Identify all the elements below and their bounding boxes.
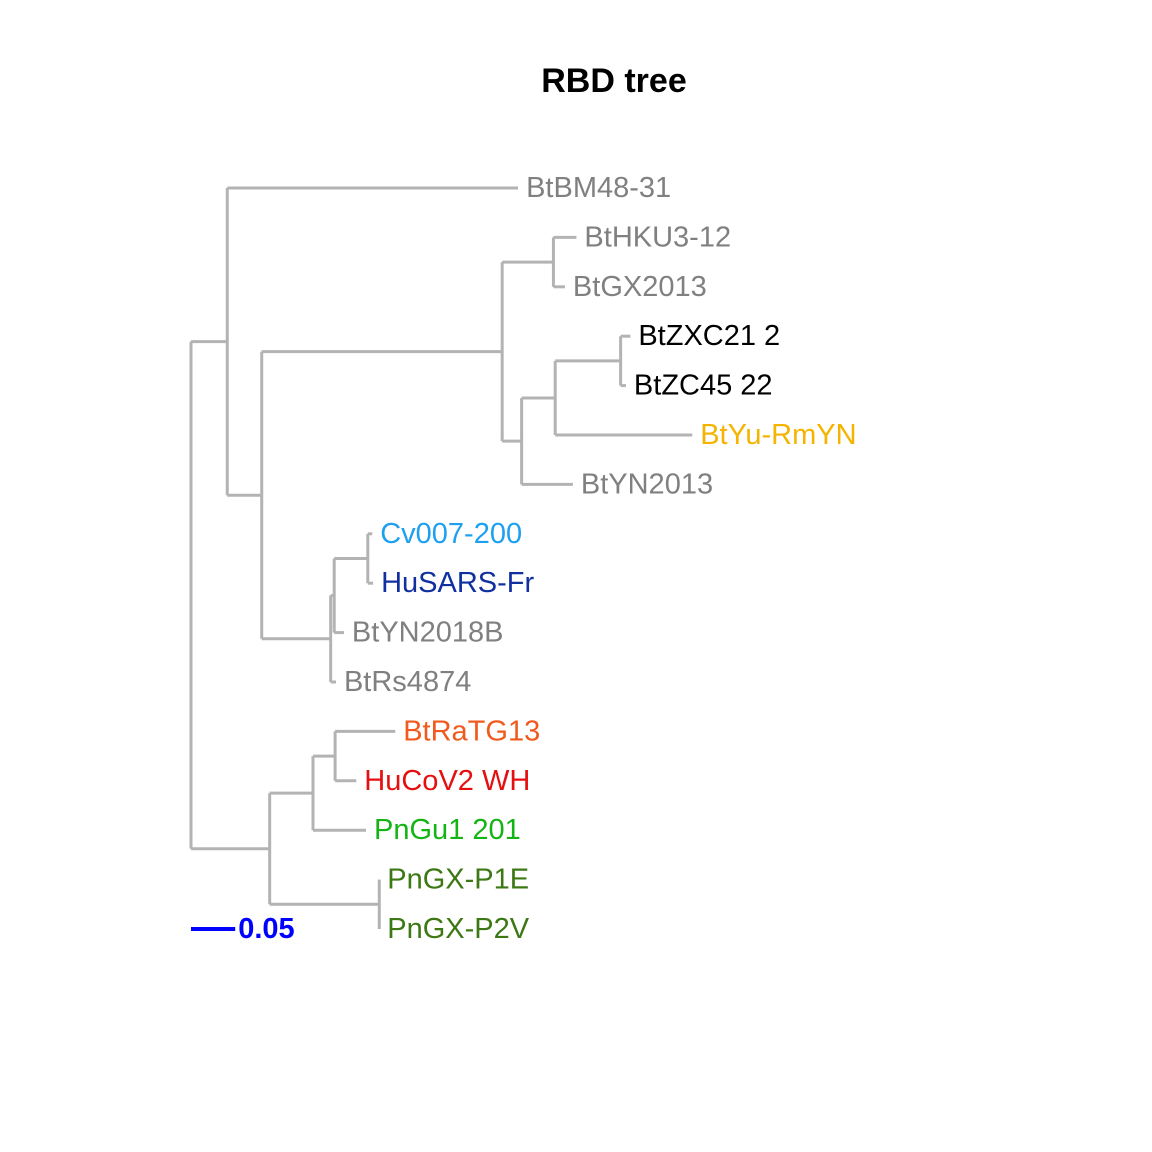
tip-label: Cv007-200 xyxy=(380,518,522,550)
tip-label: HuSARS-Fr xyxy=(381,567,534,599)
tip-labels: BtBM48-31 BtHKU3-12 BtGX2013 BtZXC21 2 BtZC4… xyxy=(344,172,857,945)
tip-label: BtHKU3-12 xyxy=(584,221,731,253)
tip-label: BtRs4874 xyxy=(344,666,471,698)
tip-label: BtYN2018B xyxy=(352,617,504,649)
tree-branches xyxy=(189,186,693,929)
tip-label: PnGX-P2V xyxy=(387,913,529,945)
tip-label: PnGu1 201 xyxy=(374,814,521,846)
tip-label: PnGX-P1E xyxy=(387,864,529,896)
tip-label: BtZC45 22 xyxy=(634,370,773,402)
scale-bar-label: 0.05 xyxy=(238,913,294,945)
tip-label: BtGX2013 xyxy=(573,271,707,303)
tip-label: HuCoV2 WH xyxy=(364,765,530,797)
tip-label: BtYu-RmYN xyxy=(700,419,856,451)
tip-label: BtZXC21 2 xyxy=(638,320,780,352)
tip-label: BtBM48-31 xyxy=(526,172,671,204)
tree-title: RBD tree xyxy=(541,62,686,100)
tip-label: BtYN2013 xyxy=(581,468,713,500)
tip-label: BtRaTG13 xyxy=(403,715,540,747)
scale-bar: 0.05 xyxy=(191,913,295,945)
